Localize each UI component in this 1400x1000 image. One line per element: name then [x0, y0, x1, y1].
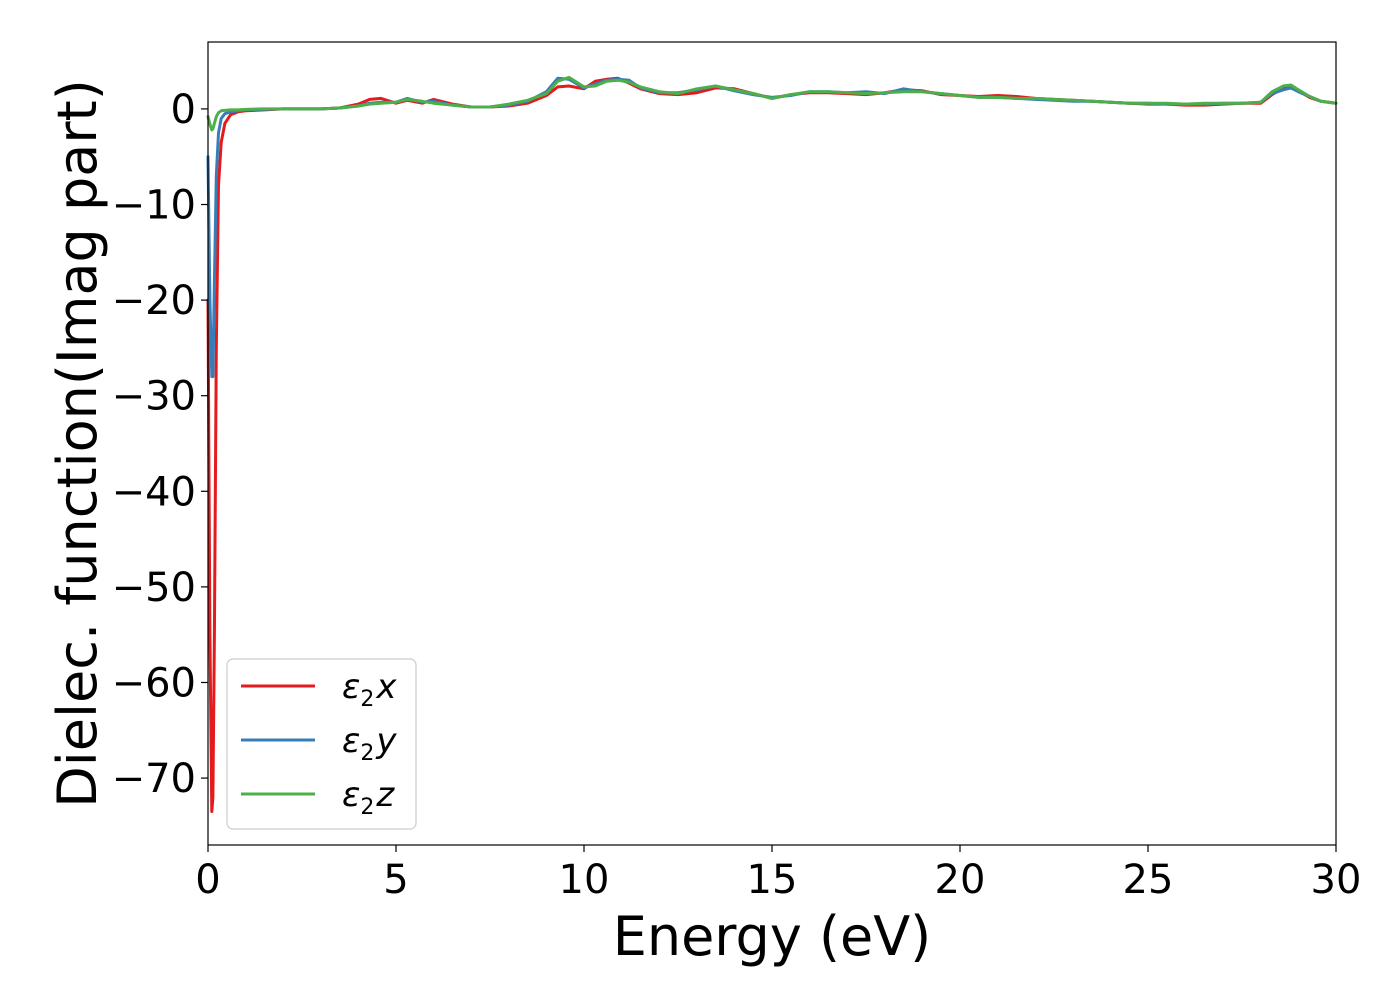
y-tick-label: −60 [112, 660, 196, 706]
y-tick-label: −30 [112, 374, 196, 420]
legend-label-variable: x [375, 667, 397, 707]
legend-label-variable: y [375, 721, 397, 761]
x-tick-label: 15 [747, 857, 798, 903]
x-tick-label: 0 [195, 857, 220, 903]
x-tick-label: 30 [1311, 857, 1362, 903]
x-axis: 0 5 10 15 20 25 30 [195, 845, 1361, 903]
legend-label-symbol: ε [342, 721, 360, 761]
x-tick-label: 5 [383, 857, 408, 903]
legend-label: ε2y [342, 721, 397, 766]
legend-label: ε2x [342, 667, 397, 712]
legend-label: ε2z [342, 775, 395, 820]
legend-label-subscript: 2 [360, 687, 374, 712]
y-tick-label: −70 [112, 756, 196, 802]
legend-label-variable: z [375, 775, 395, 815]
legend-label-subscript: 2 [360, 795, 374, 820]
x-axis-label: Energy (eV) [613, 905, 932, 968]
x-tick-label: 10 [559, 857, 610, 903]
x-tick-label: 25 [1123, 857, 1174, 903]
y-tick-label: 0 [171, 87, 196, 133]
y-tick-label: −40 [112, 469, 196, 515]
y-axis-label: Dielec. function(Imag part) [46, 79, 109, 808]
series-layer [206, 75, 1338, 813]
y-tick-label: −20 [112, 278, 196, 324]
legend-label-subscript: 2 [360, 741, 374, 766]
y-tick-label: −50 [112, 565, 196, 611]
series-line-2 [206, 75, 1338, 132]
legend-label-symbol: ε [342, 667, 360, 707]
legend-label-symbol: ε [342, 775, 360, 815]
y-axis: 0 −10 −20 −30 −40 −50 −60 −70 [112, 87, 208, 802]
x-tick-label: 20 [935, 857, 986, 903]
y-tick-label: −10 [112, 183, 196, 229]
legend-box [226, 658, 417, 830]
